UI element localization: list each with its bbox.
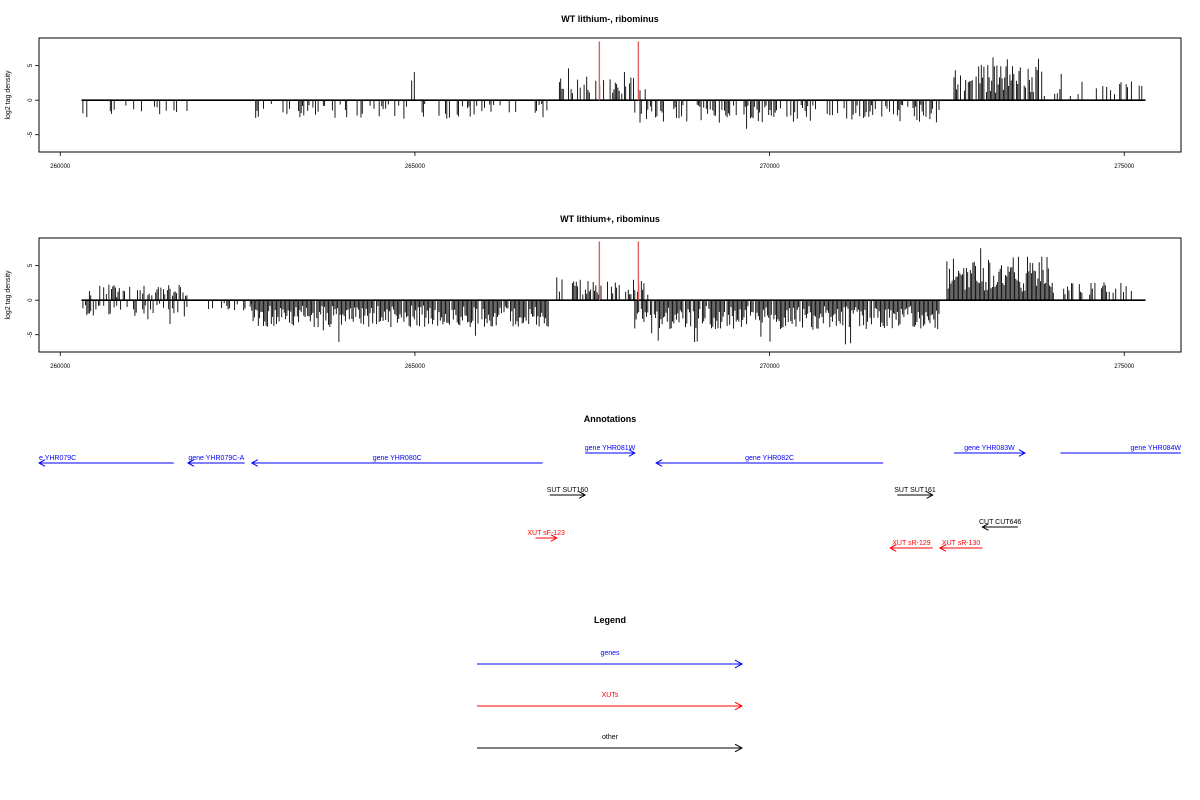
feature-label: SUT SUT160: [547, 487, 589, 494]
annotations-title: Annotations: [584, 414, 637, 424]
feature-arrow: [585, 449, 636, 457]
feature-arrow: [655, 459, 884, 467]
feature-arrow: [535, 534, 558, 542]
x-tick-label: 265000: [405, 364, 426, 370]
legend-label: other: [602, 734, 619, 741]
arrow-head: [250, 459, 259, 467]
legend-label: XUTs: [602, 692, 619, 699]
arrow-head: [981, 523, 989, 531]
feature-arrow: [37, 459, 174, 467]
arrow-head: [550, 534, 558, 542]
arrow-head: [889, 544, 897, 552]
y-axis: -5 0 5 log2 tag density: [5, 63, 39, 137]
y-axis-label: log2 tag density: [5, 270, 12, 320]
y-tick-label: 0: [28, 98, 34, 102]
legend-arrow-other: [477, 743, 744, 753]
x-tick-label: 265000: [405, 164, 426, 170]
y-tick-label: 0: [28, 298, 34, 302]
density-bars: [82, 248, 1132, 345]
track-title: WT lithium-, ribominus: [561, 14, 659, 24]
feature-label: XUT sF-123: [527, 530, 565, 537]
arrow-head: [734, 701, 744, 711]
arrow-head: [938, 544, 947, 552]
x-tick-label: 260000: [50, 364, 71, 370]
arrow-head: [37, 459, 46, 467]
feature-label: gene YHR080C: [373, 455, 422, 462]
feature-label: gene YHR082C: [745, 455, 794, 462]
x-tick-label: 270000: [760, 164, 781, 170]
feature-label: CUT CUT646: [979, 519, 1021, 526]
feature-arrow: [981, 523, 1018, 531]
x-axis: 260000 265000 270000 275000: [50, 352, 1135, 370]
arrow-head: [186, 459, 195, 467]
feature-label: e YHR079C: [39, 455, 76, 462]
track-panel-2: WT lithium+, ribominus -5 0 5 log2 tag densi…: [5, 214, 1182, 370]
y-axis-label: log2 tag density: [5, 70, 12, 120]
x-tick-label: 270000: [760, 364, 781, 370]
y-tick-label: 5: [28, 63, 34, 67]
y-tick-label: 5: [28, 263, 34, 267]
legend-label: genes: [600, 650, 620, 657]
arrow-head: [926, 491, 934, 499]
feature-arrow: [938, 544, 983, 552]
arrow-head: [734, 659, 744, 669]
feature-arrow: [186, 459, 245, 467]
x-tick-label: 275000: [1114, 164, 1135, 170]
track-panel-1: WT lithium-, ribominus -5 0 5 log2 tag densi…: [5, 14, 1182, 170]
annotations-track: Annotations e YHR079C gene YHR079C-A gene Y…: [37, 414, 1182, 552]
legend: Legend genes XUTs other: [477, 615, 744, 753]
feature-arrow: [549, 491, 587, 499]
feature-label: gene YHR079C-A: [188, 455, 244, 462]
y-tick-label: -5: [28, 131, 34, 137]
feature-label: XUT sR-129: [892, 540, 930, 547]
feature-label: XUT sR-130: [942, 540, 980, 547]
legend-title: Legend: [594, 615, 626, 625]
legend-arrow-XUTs: [477, 701, 744, 711]
track-title: WT lithium+, ribominus: [560, 214, 660, 224]
feature-label: gene YHR083W: [964, 445, 1015, 452]
feature-label: gene YHR084W: [1131, 445, 1182, 452]
y-tick-label: -5: [28, 331, 34, 337]
arrow-head: [734, 743, 744, 753]
feature-label: gene YHR081W: [585, 445, 636, 452]
legend-arrow-genes: [477, 659, 744, 669]
arrow-head: [1018, 449, 1026, 457]
arrow-head: [628, 449, 636, 457]
y-axis: -5 0 5 log2 tag density: [5, 263, 39, 337]
plot-frame: [38, 237, 1182, 353]
feature-arrow: [897, 491, 934, 499]
arrow-head: [655, 459, 663, 467]
feature-arrow: [889, 544, 933, 552]
feature-arrow: [250, 459, 543, 467]
feature-label: SUT SUT161: [894, 487, 936, 494]
arrow-head: [578, 491, 587, 499]
plot-frame: [38, 37, 1182, 153]
x-tick-label: 275000: [1114, 364, 1135, 370]
x-tick-label: 260000: [50, 164, 71, 170]
feature-arrow: [954, 449, 1026, 457]
density-bars: [82, 57, 1143, 129]
x-axis: 260000 265000 270000 275000: [50, 152, 1135, 170]
